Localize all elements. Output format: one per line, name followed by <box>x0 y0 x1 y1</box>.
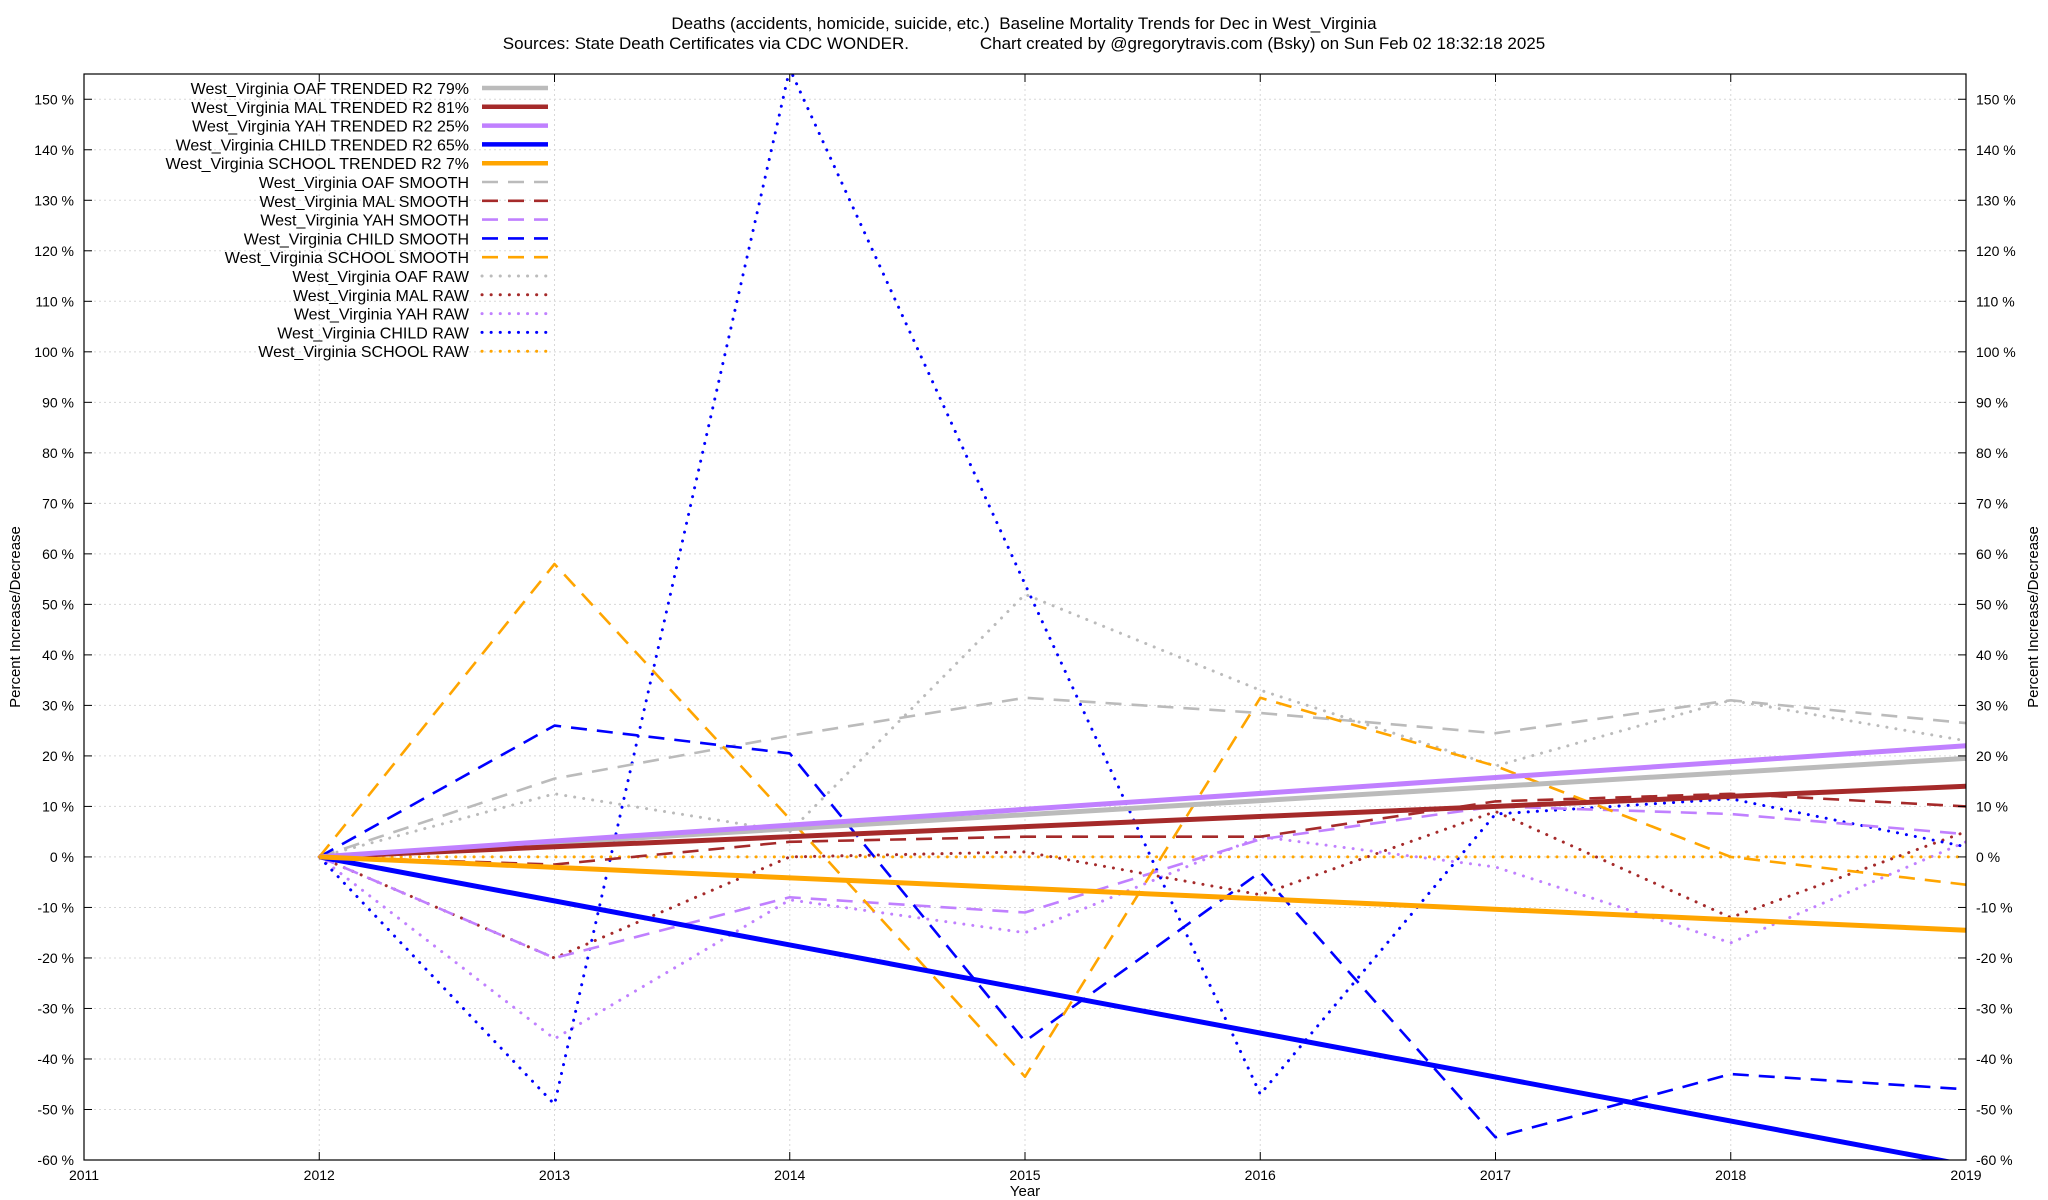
y2-tick-label: -60 % <box>1976 1152 2013 1168</box>
y-tick-label: 70 % <box>42 495 74 511</box>
y2-tick-label: 80 % <box>1976 445 2008 461</box>
y-tick-label: 60 % <box>42 546 74 562</box>
y2-tick-label: 20 % <box>1976 748 2008 764</box>
y-tick-label: -30 % <box>37 1000 74 1016</box>
y-tick-label: 120 % <box>34 243 74 259</box>
legend-label: West_Virginia CHILD SMOOTH <box>244 231 469 248</box>
series-line-3 <box>318 854 1953 1160</box>
y2-tick-label: 120 % <box>1976 243 2016 259</box>
chart-sources: Sources: State Death Certificates via CD… <box>502 34 910 53</box>
y2-tick-label: 30 % <box>1976 697 2008 713</box>
legend-label: West_Virginia YAH RAW <box>294 307 470 324</box>
legend-label: West_Virginia MAL TRENDED R2 81% <box>191 100 469 117</box>
y2-tick-label: 50 % <box>1976 596 2008 612</box>
x-tick-label: 2013 <box>539 1167 570 1183</box>
y2-tick-label: -50 % <box>1976 1101 2013 1117</box>
y-tick-label: 30 % <box>42 697 74 713</box>
series-line-11 <box>317 810 1966 960</box>
legend-label: West_Virginia YAH TRENDED R2 25% <box>192 119 469 136</box>
axis-ticks: -60 % -60 % -50 % -50 % -40 % -40 % -30 % -30 %… <box>34 74 2016 1183</box>
y-tick-label: -50 % <box>37 1101 74 1117</box>
series-line-8 <box>318 724 1966 1139</box>
x-tick-label: 2015 <box>1009 1167 1040 1183</box>
legend-label: West_Virginia SCHOOL TRENDED R2 7% <box>165 156 469 173</box>
series-line-7 <box>318 805 1966 960</box>
y2-tick-label: -40 % <box>1976 1051 2013 1067</box>
x-tick-label: 2018 <box>1715 1167 1746 1183</box>
series-line-1 <box>319 783 1966 860</box>
series-line-5 <box>318 696 1966 859</box>
y2-tick-label: 40 % <box>1976 647 2008 663</box>
y2-tick-label: 70 % <box>1976 495 2008 511</box>
legend-label: West_Virginia YAH SMOOTH <box>260 213 469 230</box>
x-tick-label: 2014 <box>774 1167 805 1183</box>
y-tick-label: 10 % <box>42 798 74 814</box>
grid-lines <box>83 74 1967 1161</box>
legend-label: West_Virginia OAF SMOOTH <box>259 175 469 192</box>
y2-tick-label: 0 % <box>1976 849 2000 865</box>
series-line-4 <box>319 854 1966 933</box>
x-tick-label: 2019 <box>1950 1167 1981 1183</box>
x-tick-label: 2017 <box>1480 1167 1511 1183</box>
y2-tick-label: 130 % <box>1976 192 2016 208</box>
series-layer <box>317 74 1966 1160</box>
legend: West_Virginia OAF TRENDED R2 79% West_Vir… <box>165 81 550 361</box>
y2-tick-label: 10 % <box>1976 798 2008 814</box>
legend-label: West_Virginia OAF TRENDED R2 79% <box>191 81 469 98</box>
y2-tick-label: 90 % <box>1976 394 2008 410</box>
series-line-13 <box>317 74 1966 1106</box>
y2-axis-label: Percent Increase/Decrease <box>2025 526 2042 708</box>
legend-label: West_Virginia CHILD TRENDED R2 65% <box>176 137 469 154</box>
y-tick-label: -10 % <box>37 899 74 915</box>
series-line-10 <box>317 592 1966 859</box>
x-tick-label: 2012 <box>304 1167 335 1183</box>
y-tick-label: 150 % <box>34 91 74 107</box>
y-tick-label: 50 % <box>42 596 74 612</box>
y-tick-label: -40 % <box>37 1051 74 1067</box>
y-axis-label: Percent Increase/Decrease <box>7 526 24 708</box>
chart-subtitle: Sources: State Death Certificates via CD… <box>0 34 2048 54</box>
y-tick-label: 110 % <box>35 293 74 309</box>
y-tick-label: 130 % <box>34 192 74 208</box>
x-tick-label: 2011 <box>69 1167 99 1183</box>
legend-label: West_Virginia SCHOOL RAW <box>258 344 470 361</box>
y2-tick-label: -10 % <box>1976 899 2013 915</box>
series-line-2 <box>319 743 1966 860</box>
chart-title: Deaths (accidents, homicide, suicide, et… <box>671 14 1377 33</box>
y2-tick-label: 110 % <box>1976 293 2015 309</box>
x-tick-label: 2016 <box>1245 1167 1276 1183</box>
x-axis-label: Year <box>1010 1183 1040 1200</box>
y-tick-label: 100 % <box>34 344 74 360</box>
y-tick-label: 80 % <box>42 445 74 461</box>
y-tick-label: 20 % <box>42 748 74 764</box>
legend-label: West_Virginia MAL RAW <box>293 288 470 305</box>
y2-tick-label: 100 % <box>1976 344 2016 360</box>
legend-label: West_Virginia CHILD RAW <box>277 325 470 342</box>
series-line-6 <box>319 792 1966 866</box>
y-tick-label: 90 % <box>42 394 74 410</box>
y2-tick-label: 140 % <box>1976 142 2016 158</box>
y-tick-label: -20 % <box>37 950 74 966</box>
y2-tick-label: 150 % <box>1976 91 2016 107</box>
y2-tick-label: 60 % <box>1976 546 2008 562</box>
y-tick-label: 140 % <box>34 142 74 158</box>
y-tick-label: 40 % <box>42 647 74 663</box>
y2-tick-label: -20 % <box>1976 950 2013 966</box>
legend-label: West_Virginia MAL SMOOTH <box>259 194 469 211</box>
chart-credit: Chart created by @gregorytravis.com (Bsk… <box>979 34 1546 53</box>
y2-tick-label: -30 % <box>1976 1000 2013 1016</box>
legend-label: West_Virginia SCHOOL SMOOTH <box>225 250 469 267</box>
legend-label: West_Virginia OAF RAW <box>292 269 470 286</box>
y-tick-label: 0 % <box>50 849 74 865</box>
y-tick-label: -60 % <box>37 1152 74 1168</box>
